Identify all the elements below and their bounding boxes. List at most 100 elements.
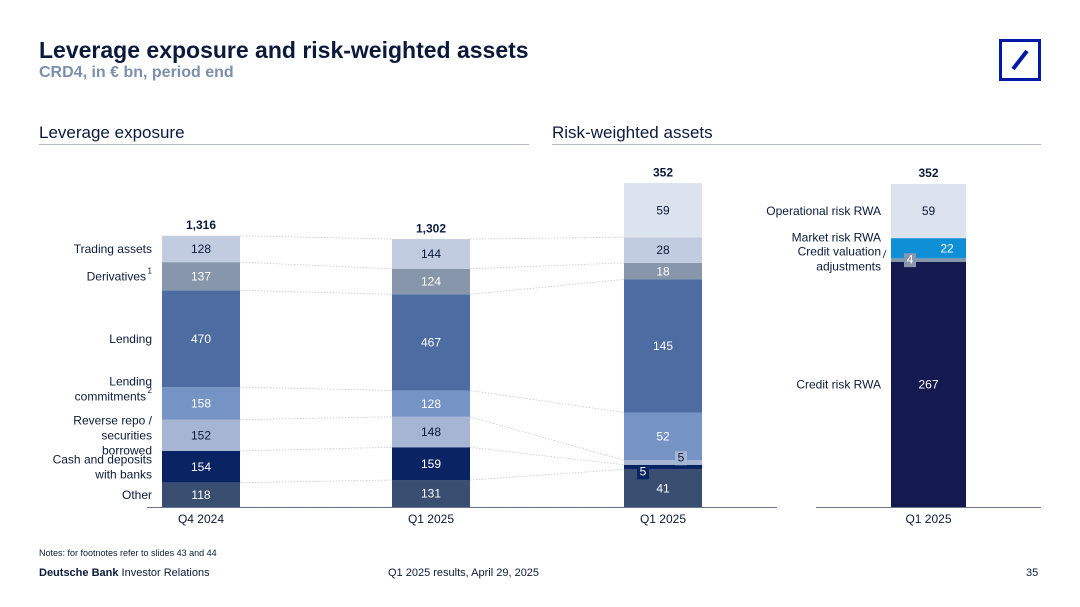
lev-bar-1-seg-4 xyxy=(392,294,470,391)
lev-series-label-1-line-0: Cash and deposits xyxy=(53,453,152,467)
deutsche-bank-logo xyxy=(999,39,1041,81)
section-divider-left xyxy=(39,144,529,145)
rwa-label-4: 145 xyxy=(653,339,673,353)
lev-series-sup-5: 1 xyxy=(148,266,153,275)
lev-series-label-2-line-0: Reverse repo / xyxy=(73,414,152,428)
lev-series-label-6-line-0: Trading assets xyxy=(74,242,152,256)
lev-bar-0-label-6: 128 xyxy=(191,242,211,256)
lev-connector-4 xyxy=(239,386,393,391)
rwa-label-2: 5 xyxy=(678,450,685,464)
rwa-connector-4 xyxy=(469,390,625,413)
lev-bar-1-label-0: 131 xyxy=(421,487,441,501)
lev-bar-0-seg-2 xyxy=(162,419,240,451)
rwa-bar-seg-2 xyxy=(624,460,702,465)
rwa-connector-top xyxy=(469,236,625,240)
rwa-connector-6 xyxy=(469,262,625,270)
lev-series-label-5-line-0: Derivatives xyxy=(87,269,146,283)
lev-bar-0-seg-5 xyxy=(162,262,240,291)
rwa-total: 352 xyxy=(653,165,673,179)
rwa-label-1: 5 xyxy=(640,465,647,479)
risk-series-label-0: Credit risk RWA xyxy=(796,378,881,392)
lev-series-label-3-line-0: Lending xyxy=(109,374,152,388)
lev-series-label-2-line-1: securities xyxy=(101,429,152,443)
lev-total-0: 1,316 xyxy=(186,218,216,232)
lev-connector-3 xyxy=(239,416,393,421)
lev-connector-5 xyxy=(239,289,393,295)
rwa-connector-3 xyxy=(469,416,625,461)
lev-bar-1-label-6: 144 xyxy=(421,247,441,261)
section-title-rwa: Risk-weighted assets xyxy=(552,123,713,142)
lev-bar-1-label-1: 159 xyxy=(421,457,441,471)
lev-bar-0-label-1: 154 xyxy=(191,460,211,474)
lev-bar-0-seg-6 xyxy=(162,235,240,263)
risk-bar-seg-1 xyxy=(891,258,966,262)
rwa-connector-1 xyxy=(469,468,625,481)
footer-brand-suffix: Investor Relations xyxy=(118,567,210,579)
rwa-bar-seg-5 xyxy=(624,262,702,280)
lev-bar-0-label-0: 118 xyxy=(191,488,210,502)
lev-series-label-0-line-0: Other xyxy=(122,488,152,502)
rwa-category: Q1 2025 xyxy=(640,512,686,526)
lev-bar-1-label-4: 467 xyxy=(421,336,441,350)
rwa-bar-seg-4 xyxy=(624,279,702,413)
lev-series-sup-3: 2 xyxy=(148,386,153,395)
lev-connector-7 xyxy=(239,235,393,240)
lev-series-label-4-line-0: Lending xyxy=(109,332,152,346)
lev-category-1: Q1 2025 xyxy=(408,512,454,526)
lev-bar-0-seg-3 xyxy=(162,387,240,420)
risk-label-0: 267 xyxy=(918,378,938,392)
rwa-bar-seg-6 xyxy=(624,237,702,263)
lev-bar-1-seg-6 xyxy=(392,239,470,269)
risk-bar-seg-3 xyxy=(891,184,966,239)
rwa-label-0: 41 xyxy=(656,481,670,495)
rwa-label-bg-1 xyxy=(637,465,649,480)
section-divider-right xyxy=(552,144,1041,145)
risk-total: 352 xyxy=(918,166,938,180)
rwa-bar-seg-3 xyxy=(624,412,702,461)
lev-bar-1-label-2: 148 xyxy=(421,425,441,439)
rwa-label-bg-2 xyxy=(675,451,687,466)
rwa-connector-2 xyxy=(469,446,625,466)
risk-bar-seg-0 xyxy=(891,261,966,507)
rwa-label-6: 28 xyxy=(656,243,670,257)
rwa-connector-5 xyxy=(469,279,625,295)
section-title-leverage: Leverage exposure xyxy=(39,123,185,142)
lev-bar-1-label-3: 128 xyxy=(421,397,441,411)
footer-brand-name: Deutsche Bank xyxy=(39,567,119,579)
risk-label-2: 22 xyxy=(940,241,954,255)
risk-label-1: 4 xyxy=(907,252,914,266)
lev-bar-0-label-3: 158 xyxy=(191,397,211,411)
footer-event: Q1 2025 results, April 29, 2025 xyxy=(388,567,540,579)
page-title: Leverage exposure and risk-weighted asse… xyxy=(39,37,529,63)
page-number: 35 xyxy=(1026,567,1039,579)
lev-bar-1-seg-5 xyxy=(392,268,470,295)
risk-series-label-3: Operational risk RWA xyxy=(766,204,881,218)
lev-connector-2 xyxy=(239,446,393,452)
lev-connector-6 xyxy=(239,261,393,270)
risk-label-bg-1 xyxy=(904,253,916,268)
lev-bar-1-seg-3 xyxy=(392,390,470,417)
lev-series-label-3-line-1: commitments xyxy=(75,389,146,403)
lev-bar-1-label-5: 124 xyxy=(421,275,441,289)
page-subtitle: CRD4, in € bn, period end xyxy=(39,64,234,81)
risk-bar-seg-2 xyxy=(891,238,966,259)
lev-series-label-1-line-1: with banks xyxy=(94,468,152,482)
lev-bar-0-seg-4 xyxy=(162,290,240,388)
risk-series-label-1-line-1: adjustments xyxy=(816,259,881,273)
rwa-label-7: 59 xyxy=(656,203,670,217)
lev-bar-1-seg-0 xyxy=(392,480,470,507)
lev-bar-0-seg-0 xyxy=(162,482,240,507)
rwa-bar-seg-1 xyxy=(624,464,702,470)
lev-bar-0-label-5: 137 xyxy=(191,269,211,283)
lev-connector-1 xyxy=(239,479,393,484)
lev-bar-1-seg-1 xyxy=(392,447,470,481)
rwa-label-5: 18 xyxy=(656,264,670,278)
risk-category: Q1 2025 xyxy=(905,512,951,526)
footer-brand: Deutsche Bank Investor Relations xyxy=(39,567,210,579)
risk-label-3: 59 xyxy=(922,204,936,218)
lev-total-1: 1,302 xyxy=(416,221,446,235)
lev-category-0: Q4 2024 xyxy=(178,512,224,526)
logo-slash-icon xyxy=(1011,49,1029,71)
lev-series-label-2-line-2: borrowed xyxy=(102,444,152,458)
